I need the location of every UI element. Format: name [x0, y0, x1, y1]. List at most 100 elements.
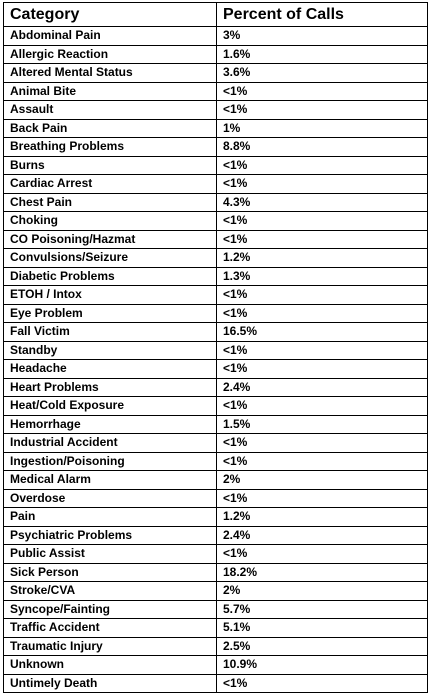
- table-row: Breathing Problems 8.8%: [3, 137, 428, 157]
- category-cell: Abdominal Pain: [3, 26, 217, 46]
- category-cell: Cardiac Arrest: [3, 174, 217, 194]
- category-cell: Breathing Problems: [3, 137, 217, 157]
- table-row: Allergic Reaction 1.6%: [3, 44, 428, 64]
- header-cell: Percent of Calls: [216, 2, 428, 27]
- table-row: Cardiac Arrest <1%: [3, 174, 428, 194]
- percent-cell: 8.8%: [216, 137, 428, 157]
- category-cell: Headache: [3, 359, 217, 379]
- category-cell: Diabetic Problems: [3, 266, 217, 286]
- table-row: ETOH / Intox <1%: [3, 285, 428, 305]
- category-cell: Animal Bite: [3, 81, 217, 101]
- table-row: Convulsions/Seizure 1.2%: [3, 248, 428, 268]
- category-cell: Heat/Cold Exposure: [3, 396, 217, 416]
- percent-cell: <1%: [216, 340, 428, 360]
- category-cell: Heart Problems: [3, 377, 217, 397]
- category-cell: Sick Person: [3, 562, 217, 582]
- percent-cell: 1.5%: [216, 414, 428, 434]
- percent-cell: <1%: [216, 100, 428, 120]
- table-row: Burns <1%: [3, 155, 428, 175]
- category-cell: Back Pain: [3, 118, 217, 138]
- percent-cell: 16.5%: [216, 322, 428, 342]
- category-cell: Psychiatric Problems: [3, 525, 217, 545]
- percent-cell: <1%: [216, 673, 428, 693]
- percent-cell: 5.7%: [216, 599, 428, 619]
- category-cell: ETOH / Intox: [3, 285, 217, 305]
- table-row: Sick Person 18.2%: [3, 562, 428, 582]
- category-cell: Unknown: [3, 655, 217, 675]
- percent-cell: <1%: [216, 544, 428, 564]
- table-row: Diabetic Problems 1.3%: [3, 266, 428, 286]
- table-row: Public Assist <1%: [3, 544, 428, 564]
- table-row: Eye Problem <1%: [3, 303, 428, 323]
- table-row: Abdominal Pain 3%: [3, 26, 428, 46]
- percent-cell: <1%: [216, 303, 428, 323]
- category-cell: Traffic Accident: [3, 618, 217, 638]
- category-cell: Untimely Death: [3, 673, 217, 693]
- percent-cell: <1%: [216, 359, 428, 379]
- percent-cell: 1.6%: [216, 44, 428, 64]
- category-cell: Altered Mental Status: [3, 63, 217, 83]
- table-body: Abdominal Pain 3% Allergic Reaction 1.6% Alt…: [3, 26, 428, 693]
- category-cell: Convulsions/Seizure: [3, 248, 217, 268]
- table-row: Pain 1.2%: [3, 507, 428, 527]
- table-row: Traffic Accident 5.1%: [3, 618, 428, 638]
- table-row: Traumatic Injury 2.5%: [3, 636, 428, 656]
- table-row: Hemorrhage 1.5%: [3, 414, 428, 434]
- percent-cell: <1%: [216, 285, 428, 305]
- category-cell: CO Poisoning/Hazmat: [3, 229, 217, 249]
- header-cell: Category: [3, 2, 217, 27]
- percent-cell: 4.3%: [216, 192, 428, 212]
- category-cell: Stroke/CVA: [3, 581, 217, 601]
- table-row: Standby <1%: [3, 340, 428, 360]
- category-cell: Burns: [3, 155, 217, 175]
- percent-cell: 1.2%: [216, 248, 428, 268]
- table-row: CO Poisoning/Hazmat <1%: [3, 229, 428, 249]
- table-row: Back Pain 1%: [3, 118, 428, 138]
- category-cell: Industrial Accident: [3, 433, 217, 453]
- percent-cell: 2.4%: [216, 377, 428, 397]
- category-cell: Eye Problem: [3, 303, 217, 323]
- table-row: Unknown 10.9%: [3, 655, 428, 675]
- category-cell: Fall Victim: [3, 322, 217, 342]
- percent-cell: <1%: [216, 211, 428, 231]
- percent-cell: 2%: [216, 581, 428, 601]
- percent-cell: <1%: [216, 229, 428, 249]
- category-cell: Public Assist: [3, 544, 217, 564]
- table-row: Chest Pain 4.3%: [3, 192, 428, 212]
- percent-cell: <1%: [216, 81, 428, 101]
- table-row: Animal Bite <1%: [3, 81, 428, 101]
- category-cell: Traumatic Injury: [3, 636, 217, 656]
- table-row: Assault <1%: [3, 100, 428, 120]
- table-row: Industrial Accident <1%: [3, 433, 428, 453]
- percent-cell: <1%: [216, 155, 428, 175]
- table-row: Fall Victim 16.5%: [3, 322, 428, 342]
- category-cell: Hemorrhage: [3, 414, 217, 434]
- percent-cell: <1%: [216, 396, 428, 416]
- category-cell: Choking: [3, 211, 217, 231]
- category-cell: Chest Pain: [3, 192, 217, 212]
- table-row: Ingestion/Poisoning <1%: [3, 451, 428, 471]
- table-row: Overdose <1%: [3, 488, 428, 508]
- category-cell: Standby: [3, 340, 217, 360]
- table-row: Choking <1%: [3, 211, 428, 231]
- table-row: Heat/Cold Exposure <1%: [3, 396, 428, 416]
- table-row: Heart Problems 2.4%: [3, 377, 428, 397]
- percent-cell: <1%: [216, 174, 428, 194]
- table-row: Headache <1%: [3, 359, 428, 379]
- percent-cell: 2%: [216, 470, 428, 490]
- percent-cell: 18.2%: [216, 562, 428, 582]
- table-row: Untimely Death <1%: [3, 673, 428, 693]
- category-cell: Pain: [3, 507, 217, 527]
- category-cell: Syncope/Fainting: [3, 599, 217, 619]
- percent-cell: 1.3%: [216, 266, 428, 286]
- category-cell: Ingestion/Poisoning: [3, 451, 217, 471]
- percent-cell: 10.9%: [216, 655, 428, 675]
- category-cell: Assault: [3, 100, 217, 120]
- percent-cell: <1%: [216, 488, 428, 508]
- table-row: Stroke/CVA 2%: [3, 581, 428, 601]
- category-cell: Overdose: [3, 488, 217, 508]
- calls-table: Category Percent of Calls Abdominal Pain…: [3, 2, 428, 693]
- percent-cell: 3.6%: [216, 63, 428, 83]
- percent-cell: 3%: [216, 26, 428, 46]
